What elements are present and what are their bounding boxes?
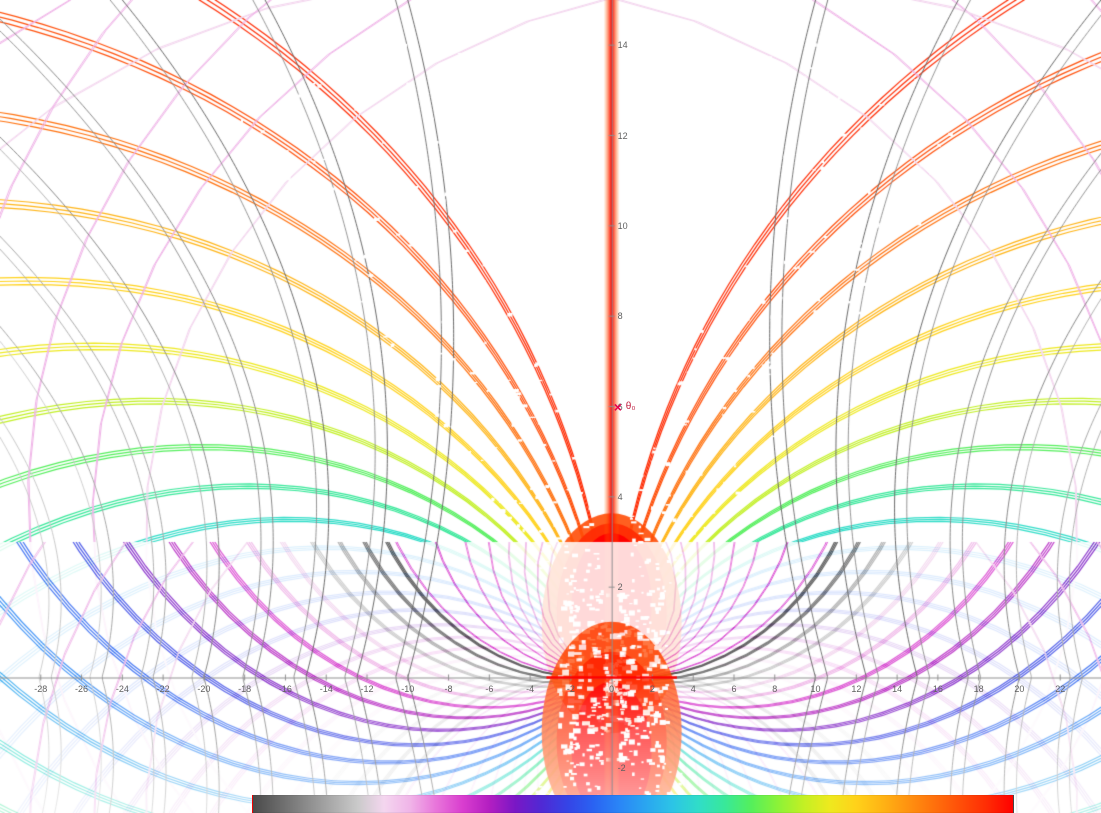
x-tick-label: -4 <box>526 684 534 694</box>
y-tick-label: 12 <box>618 131 628 141</box>
marker-label: θ₀ <box>626 401 636 412</box>
x-tick-label: 12 <box>851 684 861 694</box>
x-tick-label: 8 <box>772 684 777 694</box>
y-tick-label: -2 <box>618 763 626 773</box>
x-tick-label: -20 <box>197 684 210 694</box>
x-tick-label: -18 <box>238 684 251 694</box>
x-tick-label: -16 <box>279 684 292 694</box>
y-tick-label: 8 <box>618 311 623 321</box>
x-tick-label: 4 <box>691 684 696 694</box>
x-tick-label: 10 <box>811 684 821 694</box>
x-tick-label: -8 <box>445 684 453 694</box>
x-tick-label: -28 <box>34 684 47 694</box>
x-tick-label: -10 <box>401 684 414 694</box>
y-tick-label: 4 <box>618 492 623 502</box>
x-tick-label: -6 <box>485 684 493 694</box>
y-tick-label: 10 <box>618 221 628 231</box>
marker-cross: × <box>614 399 622 415</box>
x-tick-label: -26 <box>75 684 88 694</box>
x-tick-label: 6 <box>731 684 736 694</box>
chart-stage: -28-26-24-22-20-18-16-14-12-10-8-6-4-202… <box>0 0 1101 813</box>
x-tick-label: 0 <box>609 684 614 694</box>
x-tick-label: -12 <box>360 684 373 694</box>
x-tick-label: -14 <box>320 684 333 694</box>
x-tick-label: -22 <box>157 684 170 694</box>
colorbar <box>252 795 1014 813</box>
y-tick-label: 2 <box>618 582 623 592</box>
x-tick-label: 14 <box>892 684 902 694</box>
x-tick-label: -2 <box>567 684 575 694</box>
y-tick-label: 14 <box>618 40 628 50</box>
x-tick-label: 22 <box>1055 684 1065 694</box>
x-tick-label: 16 <box>933 684 943 694</box>
x-tick-label: 2 <box>650 684 655 694</box>
x-tick-label: 20 <box>1014 684 1024 694</box>
x-tick-label: 18 <box>974 684 984 694</box>
x-tick-label: -24 <box>116 684 129 694</box>
